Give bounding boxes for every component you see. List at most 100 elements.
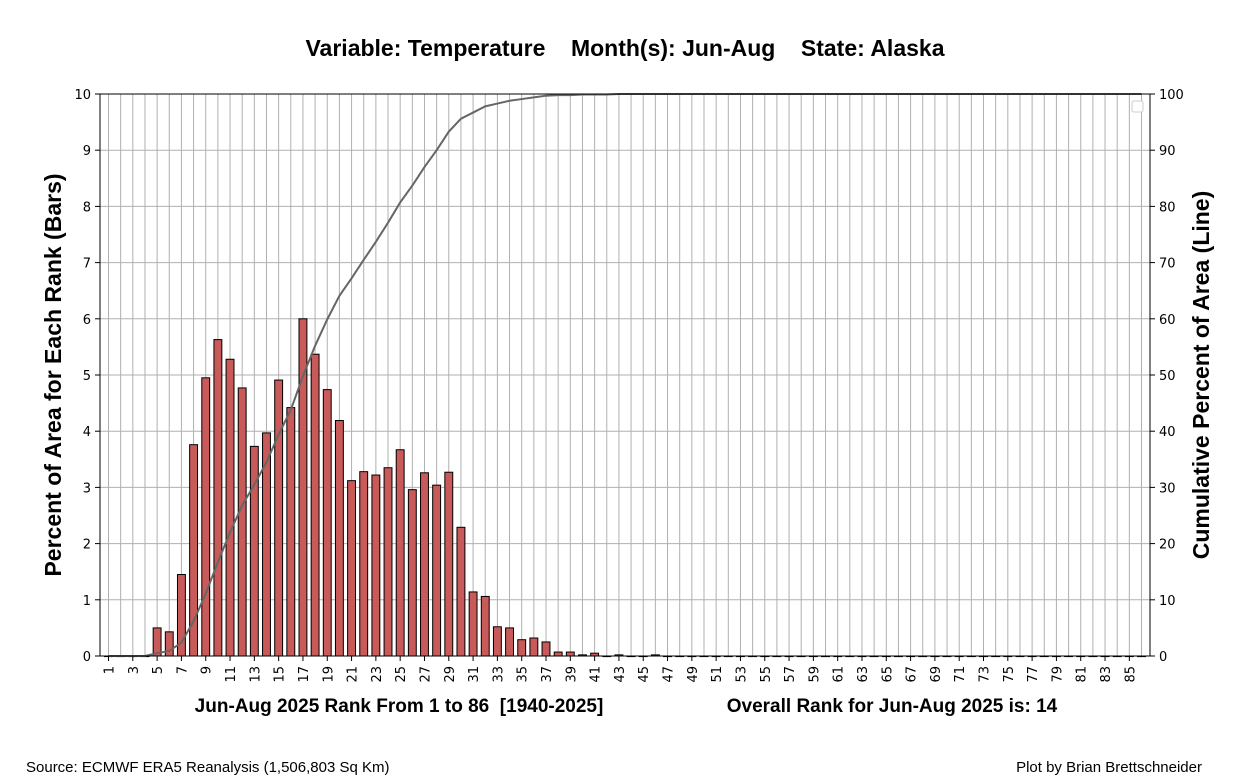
x-tick-label-55: 55 [759, 666, 774, 683]
y2-axis-label: Cumulative Percent of Area (Line) [1188, 191, 1214, 560]
x-tick-label-27: 27 [418, 666, 433, 683]
x-tick-label-33: 33 [491, 666, 506, 683]
bar-rank-22 [359, 471, 369, 657]
y-tick-label-10: 10 [74, 88, 91, 103]
bar-rank-39 [565, 651, 575, 657]
bar-rank-27 [420, 472, 429, 657]
y-tick-label-5: 5 [83, 369, 91, 384]
y-tick-label-2: 2 [83, 538, 91, 553]
y-tick-label-8: 8 [83, 200, 91, 215]
bar-rank-34 [505, 627, 514, 657]
x-tick-label-7: 7 [175, 666, 190, 674]
x-tick-label-39: 39 [564, 666, 579, 683]
x-tick-label-67: 67 [905, 666, 920, 683]
y2-tick-label-0: 0 [1159, 650, 1167, 665]
y-tick-label-1: 1 [83, 594, 91, 609]
y-tick-label-0: 0 [83, 650, 91, 665]
bar-rank-11 [225, 358, 235, 657]
x-axis-label-left: Jun-Aug 2025 Rank From 1 to 86 [1940-202… [195, 696, 604, 717]
y-tick-label-4: 4 [83, 425, 91, 440]
x-tick-label-17: 17 [297, 666, 312, 683]
x-tick-label-49: 49 [686, 666, 701, 683]
x-axis-ticks: 1 3 5 7 9 11 13 15 17 19 21 23 25 27 29 31 33 35 37 39 41 43 4… [103, 656, 1138, 683]
bar-rank-21 [347, 480, 357, 657]
chart-title: Variable: Temperature Month(s): Jun-Aug … [305, 35, 944, 61]
source-note: Source: ECMWF ERA5 Reanalysis (1,506,803… [26, 759, 389, 776]
y2-axis-ticks: 0 10 20 30 40 50 60 70 80 90 100 [1150, 88, 1184, 665]
y2-tick-label-60: 60 [1159, 313, 1176, 328]
bar-rank-37 [541, 641, 551, 657]
y-tick-label-6: 6 [83, 313, 91, 328]
x-tick-label-71: 71 [953, 666, 968, 683]
bar-rank-16 [286, 407, 296, 657]
y2-tick-label-50: 50 [1159, 369, 1176, 384]
y-tick-label-3: 3 [83, 481, 91, 496]
x-tick-label-13: 13 [248, 666, 263, 683]
bar-rank-25 [395, 449, 405, 657]
x-tick-label-35: 35 [516, 666, 531, 683]
y2-tick-label-30: 30 [1159, 481, 1176, 496]
x-tick-label-19: 19 [321, 666, 336, 683]
bar-rank-19 [322, 389, 332, 657]
y2-tick-label-70: 70 [1159, 257, 1176, 272]
bar-rank-23 [371, 474, 381, 657]
credit-note: Plot by Brian Brettschneider [1016, 759, 1202, 776]
x-tick-label-41: 41 [589, 666, 604, 683]
x-axis-label-right: Overall Rank for Jun-Aug 2025 is: 14 [727, 696, 1058, 717]
x-tick-label-3: 3 [127, 666, 142, 674]
y-tick-label-9: 9 [83, 144, 91, 159]
bar-rank-9 [201, 377, 211, 657]
x-tick-label-47: 47 [662, 666, 677, 683]
x-tick-label-23: 23 [370, 666, 385, 683]
x-tick-label-15: 15 [273, 666, 288, 683]
x-tick-label-43: 43 [613, 666, 628, 683]
x-tick-label-11: 11 [224, 666, 239, 683]
bar-rank-32 [480, 595, 490, 657]
x-tick-label-85: 85 [1123, 666, 1138, 683]
bar-rank-35 [517, 639, 527, 657]
y2-tick-label-40: 40 [1159, 425, 1176, 440]
x-tick-label-81: 81 [1075, 666, 1090, 683]
x-tick-label-57: 57 [783, 666, 798, 683]
x-tick-label-9: 9 [200, 666, 215, 674]
x-tick-label-45: 45 [637, 666, 652, 683]
y2-tick-label-20: 20 [1159, 538, 1176, 553]
x-tick-label-65: 65 [880, 666, 895, 683]
x-tick-label-1: 1 [103, 666, 118, 674]
bar-rank-26 [407, 489, 417, 657]
x-tick-label-77: 77 [1026, 666, 1041, 683]
bar-rank-28 [432, 484, 442, 657]
x-tick-label-61: 61 [832, 666, 847, 683]
x-tick-label-31: 31 [467, 666, 482, 683]
x-tick-label-25: 25 [394, 666, 409, 683]
bar-rank-31 [468, 591, 478, 657]
x-tick-label-79: 79 [1050, 666, 1065, 683]
bar-rank-30 [456, 526, 466, 657]
x-tick-label-63: 63 [856, 666, 871, 683]
x-tick-label-69: 69 [929, 666, 944, 683]
bar-rank-20 [334, 420, 344, 657]
bar-rank-29 [444, 471, 454, 657]
bar-rank-33 [492, 626, 502, 657]
x-tick-label-37: 37 [540, 666, 555, 683]
bar-rank-36 [529, 637, 539, 657]
bar-rank-12 [237, 387, 247, 657]
y2-tick-label-80: 80 [1159, 200, 1176, 215]
y-tick-label-7: 7 [83, 257, 91, 272]
legend-box [1131, 100, 1144, 113]
x-tick-label-51: 51 [710, 666, 725, 683]
bar-rank-18 [310, 353, 320, 657]
x-tick-label-53: 53 [734, 666, 749, 683]
x-tick-label-21: 21 [346, 666, 361, 683]
y2-tick-label-90: 90 [1159, 144, 1176, 159]
x-tick-label-5: 5 [151, 666, 166, 674]
x-tick-label-29: 29 [443, 666, 458, 683]
bar-rank-10 [213, 339, 223, 657]
x-tick-label-59: 59 [807, 666, 822, 683]
y2-tick-label-100: 100 [1159, 88, 1184, 103]
bar-rank-38 [553, 651, 563, 657]
y2-tick-label-10: 10 [1159, 594, 1176, 609]
x-tick-label-75: 75 [1002, 666, 1017, 683]
x-tick-label-73: 73 [978, 666, 993, 683]
bar-rank-24 [383, 467, 393, 657]
